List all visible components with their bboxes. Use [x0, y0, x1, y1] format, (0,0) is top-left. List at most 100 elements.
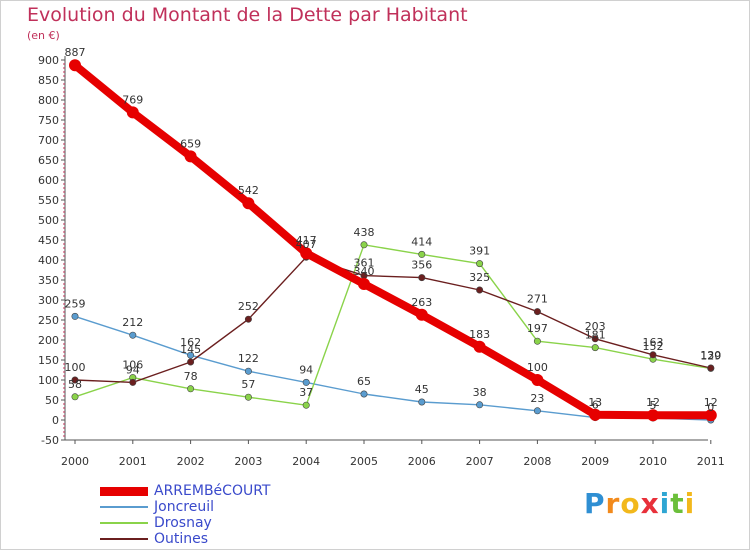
data-point: [418, 250, 426, 258]
data-label: 212: [122, 316, 143, 329]
brand-letter: r: [605, 487, 621, 520]
data-point: [187, 385, 195, 393]
legend-item-arrembecourt: ARREMBéCOURT: [100, 483, 270, 499]
data-point: [302, 401, 310, 409]
data-point: [71, 393, 79, 401]
y-tick-label: 550: [38, 194, 59, 207]
data-label: 37: [299, 386, 313, 399]
data-label: 271: [527, 293, 548, 306]
data-point: [126, 106, 139, 119]
data-label: 356: [411, 259, 432, 272]
data-label: 340: [354, 265, 375, 278]
data-label: 106: [122, 359, 143, 372]
data-point: [531, 374, 544, 386]
y-tick-label: 450: [38, 234, 59, 247]
data-label: 12: [646, 396, 660, 409]
brand-letter: i: [684, 487, 696, 520]
legend-swatch-joncreuil: [100, 506, 148, 508]
y-tick-label: 700: [38, 134, 59, 147]
legend-label-joncreuil: Joncreuil: [154, 499, 214, 515]
y-tick-label: 50: [45, 394, 59, 407]
y-tick-label: 0: [52, 414, 59, 427]
data-point: [589, 408, 602, 421]
data-point: [360, 390, 368, 398]
data-label: 13: [588, 396, 602, 409]
legend-item-joncreuil: Joncreuil: [100, 499, 270, 515]
data-label: 391: [469, 245, 490, 258]
y-tick-label: 300: [38, 294, 59, 307]
x-tick-label: 2004: [292, 455, 320, 468]
data-label: 417: [296, 234, 317, 247]
data-label: 414: [411, 235, 432, 248]
chart-title: Evolution du Montant de la Dette par Hab…: [27, 4, 468, 26]
data-point: [184, 150, 197, 163]
data-label: 325: [469, 271, 490, 284]
data-point: [647, 409, 659, 422]
data-point: [476, 401, 484, 409]
x-tick-label: 2006: [408, 455, 436, 468]
data-label: 438: [354, 226, 375, 239]
data-point: [473, 340, 486, 353]
brand-letter: o: [620, 487, 641, 520]
legend-swatch-arrembecourt: [100, 486, 148, 496]
data-point: [242, 197, 255, 210]
data-label: 407: [296, 238, 317, 251]
y-tick-label: -50: [41, 434, 59, 447]
data-label: 259: [65, 297, 86, 310]
x-tick-label: 2009: [581, 455, 609, 468]
data-point: [71, 376, 79, 384]
y-tick-label: 850: [38, 74, 59, 87]
data-label: 361: [354, 257, 375, 270]
data-point: [129, 378, 137, 386]
data-point: [358, 278, 370, 290]
data-label: 38: [473, 386, 487, 399]
y-unit-label: (en €): [27, 29, 60, 42]
data-point: [476, 286, 484, 294]
data-label: 100: [527, 361, 548, 374]
data-label: 152: [643, 340, 664, 353]
data-label: 181: [585, 329, 606, 342]
data-point: [244, 393, 252, 401]
legend: ARREMBéCOURT Joncreuil Drosnay Outines: [100, 483, 270, 547]
data-label: 57: [241, 378, 255, 391]
y-tick-label: 400: [38, 254, 59, 267]
data-point: [591, 335, 599, 343]
data-label: 263: [411, 296, 432, 309]
data-label: 129: [700, 349, 721, 362]
series-line-joncreuil: [74, 315, 712, 421]
y-tick-label: 800: [38, 94, 59, 107]
y-tick-label: 900: [38, 54, 59, 67]
data-point: [704, 409, 717, 422]
brand-logo: Proxiti: [584, 487, 695, 520]
data-point: [533, 308, 541, 316]
data-point: [360, 241, 368, 249]
data-label: 203: [585, 320, 606, 333]
legend-item-drosnay: Drosnay: [100, 515, 270, 531]
data-label: 542: [238, 184, 259, 197]
data-label: 0: [707, 401, 714, 414]
brand-letter: i: [659, 487, 671, 520]
y-tick-label: 200: [38, 334, 59, 347]
data-point: [533, 407, 541, 415]
data-label: 5: [650, 399, 657, 412]
data-point: [415, 308, 428, 321]
x-tick-label: 2003: [234, 455, 262, 468]
data-label: 252: [238, 300, 259, 313]
legend-label-outines: Outines: [154, 531, 209, 547]
data-point: [187, 358, 195, 366]
data-label: 6: [592, 399, 599, 412]
y-tick-label: 600: [38, 174, 59, 187]
data-label: 145: [180, 343, 201, 356]
data-point: [187, 351, 195, 359]
data-label: 887: [65, 46, 86, 59]
data-label: 94: [126, 363, 140, 376]
data-label: 659: [180, 137, 201, 150]
y-tick-label: 650: [38, 154, 59, 167]
x-tick-label: 2010: [639, 455, 667, 468]
data-point: [591, 344, 599, 352]
legend-label-drosnay: Drosnay: [154, 515, 212, 531]
legend-swatch-drosnay: [100, 522, 148, 524]
data-label: 45: [415, 383, 429, 396]
